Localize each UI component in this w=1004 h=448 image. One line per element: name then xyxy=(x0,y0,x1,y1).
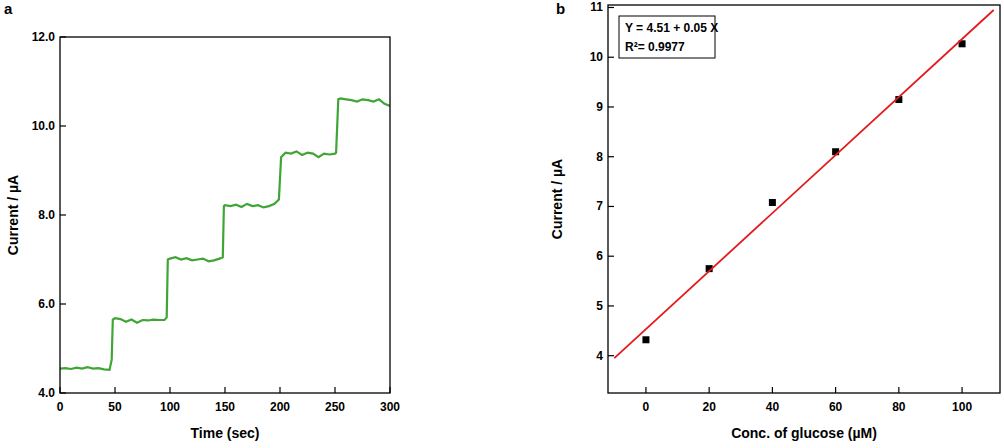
y-tick xyxy=(608,256,614,257)
x-tick xyxy=(279,387,280,393)
y-tick-label: 5 xyxy=(596,299,603,313)
x-tick-label: 250 xyxy=(325,400,345,414)
x-tick xyxy=(709,387,710,393)
y-tick-label: 10 xyxy=(590,50,604,64)
chart-a: a 0 50 100 150 200 250 300 4.0 6.0 8.0 10.0 12.0 Time… xyxy=(4,0,400,441)
plot-frame xyxy=(608,5,1000,393)
panel-label: b xyxy=(556,0,565,17)
x-tick xyxy=(835,387,836,393)
plot-frame xyxy=(60,37,390,393)
data-point xyxy=(769,199,776,206)
x-tick-label: 100 xyxy=(952,400,972,414)
y-tick-label: 4 xyxy=(596,349,603,363)
x-tick-label: 40 xyxy=(766,400,780,414)
y-tick xyxy=(60,303,66,304)
x-tick xyxy=(334,387,335,393)
x-tick-label: 0 xyxy=(643,400,650,414)
y-tick xyxy=(60,214,66,215)
y-tick xyxy=(608,57,614,58)
x-tick-label: 60 xyxy=(829,400,843,414)
x-tick-label: 300 xyxy=(380,400,400,414)
y-tick-label: 9 xyxy=(596,100,603,114)
y-tick-label: 7 xyxy=(596,199,603,213)
annotation: Y = 4.51 + 0.05 X xyxy=(625,21,718,35)
x-tick xyxy=(224,387,225,393)
panel-label: a xyxy=(4,0,13,17)
x-tick xyxy=(114,387,115,393)
y-tick xyxy=(608,106,614,107)
chart-b: b 0 20 40 60 80 100 4 5 6 7 8 9 10 11 Conc. of glucose … xyxy=(549,0,1000,441)
x-tick-label: 150 xyxy=(215,400,235,414)
y-tick xyxy=(608,355,614,356)
y-tick xyxy=(608,305,614,306)
y-tick-label: 10.0 xyxy=(32,119,56,133)
y-axis-label: Current / µA xyxy=(5,175,21,255)
data-line xyxy=(60,98,390,369)
y-tick-label: 8.0 xyxy=(38,208,55,222)
data-point xyxy=(642,336,649,343)
y-tick-label: 6 xyxy=(596,249,603,263)
y-tick xyxy=(608,206,614,207)
annotation: R²= 0.9977 xyxy=(625,40,685,54)
y-tick xyxy=(60,125,66,126)
x-tick xyxy=(169,387,170,393)
x-tick-label: 100 xyxy=(160,400,180,414)
y-tick xyxy=(608,7,614,8)
x-axis-label: Conc. of glucose (µM) xyxy=(731,425,877,441)
y-tick xyxy=(608,156,614,157)
x-tick-label: 0 xyxy=(57,400,64,414)
plot-area xyxy=(614,10,993,358)
y-tick-label: 4.0 xyxy=(38,386,55,400)
y-tick-label: 6.0 xyxy=(38,297,55,311)
y-tick-label: 12.0 xyxy=(32,30,56,44)
figure: a0501001502002503004.06.08.010.012.0Time… xyxy=(0,0,1004,448)
x-axis-label: Time (sec) xyxy=(191,425,260,441)
x-tick xyxy=(645,387,646,393)
y-tick-label: 8 xyxy=(596,150,603,164)
x-tick-label: 50 xyxy=(108,400,122,414)
x-tick xyxy=(772,387,773,393)
y-axis-label: Current / µA xyxy=(549,159,565,239)
x-tick-label: 20 xyxy=(702,400,716,414)
x-tick xyxy=(961,387,962,393)
x-tick xyxy=(898,387,899,393)
y-tick-label: 11 xyxy=(590,0,603,14)
x-tick-label: 200 xyxy=(270,400,290,414)
data-line xyxy=(614,10,993,358)
x-tick-label: 80 xyxy=(892,400,906,414)
plot-area xyxy=(60,98,390,369)
